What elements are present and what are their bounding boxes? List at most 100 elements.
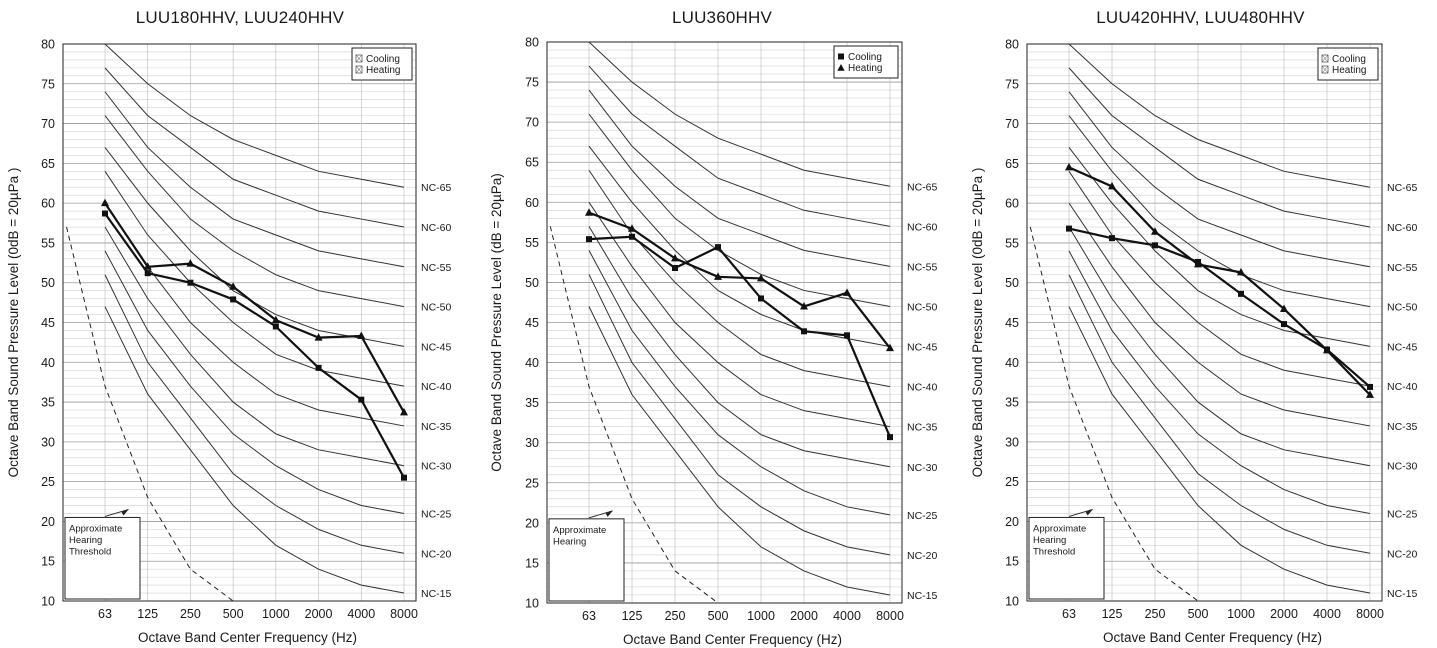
nc-curve [1068, 274, 1371, 554]
annotation-box [64, 516, 141, 600]
annotation-text: Hearing [69, 535, 102, 546]
point-heating [271, 315, 280, 324]
nc-curve [588, 145, 891, 348]
legend-label: Heating [848, 63, 882, 74]
point-heating [357, 331, 366, 340]
y-tick-label: 25 [525, 476, 539, 490]
nc-curves [588, 42, 891, 596]
x-tick-label: 2000 [305, 607, 333, 621]
x-tick-label: 500 [223, 607, 244, 621]
series-line-heating [104, 202, 405, 413]
annotation-text: Approximate [1033, 523, 1086, 534]
point-cooling [1066, 225, 1072, 232]
annotation-text: Threshold [1033, 546, 1075, 557]
point-heating [671, 253, 679, 262]
x-axis-label: Octave Band Center Frequency (Hz) [1103, 630, 1322, 645]
annotation-box [548, 518, 625, 602]
y-tick-label: 20 [41, 515, 55, 529]
nc-curve-label: NC-20 [421, 548, 452, 560]
nc-curve [104, 67, 405, 228]
point-cooling [672, 265, 678, 272]
point-cooling [1367, 383, 1373, 390]
legend-marker-glyph [355, 54, 363, 63]
nc-curve [104, 226, 405, 467]
point-heating [1151, 227, 1159, 235]
nc-curves [104, 44, 405, 594]
nc-curve-label: NC-45 [1387, 341, 1418, 353]
nc-curve-label: NC-55 [1387, 262, 1418, 274]
y-tick-label: 40 [1005, 356, 1019, 370]
y-tick-label: 50 [1005, 276, 1019, 290]
y-tick-label: 20 [525, 516, 539, 530]
y-tick-label: 20 [1005, 515, 1019, 529]
y-tick-label: 40 [41, 356, 55, 370]
arrow-head [605, 510, 613, 517]
nc-curve-label: NC-25 [907, 510, 938, 522]
legend-label: Cooling [366, 54, 400, 65]
nc-curve-label: NC-35 [421, 421, 452, 433]
nc-curve-label: NC-20 [1387, 548, 1418, 560]
point-cooling [715, 244, 721, 251]
y-tick-label: 30 [1005, 435, 1019, 449]
x-tick-label: 2000 [1270, 607, 1298, 621]
x-tick-label: 63 [582, 609, 596, 623]
legend-label: Cooling [1332, 54, 1366, 65]
nc-curve [104, 115, 405, 308]
y-tick-label: 75 [41, 77, 55, 91]
y-axis-label: Octave Band Sound Pressure Level (0dB = … [970, 168, 985, 478]
nc-curve [588, 274, 891, 556]
y-tick-label: 35 [41, 396, 55, 410]
y-tick-label: 60 [1005, 197, 1019, 211]
nc-curve-label: NC-25 [421, 508, 452, 520]
chart-svg: NC-65 NC-60 NC-55 NC-50 NC-45 NC-40 NC-35 NC-30… [6, 38, 452, 646]
x-axis-label: Octave Band Center Frequency (Hz) [623, 632, 842, 647]
point-cooling [1152, 242, 1158, 249]
point-heating [314, 333, 323, 341]
plot-frame [546, 41, 903, 604]
nc-curve [104, 147, 405, 347]
x-tick-label: 2000 [790, 609, 818, 623]
nc-curve [588, 42, 891, 187]
nc-curve [1068, 67, 1371, 228]
annotation-text: Approximate [69, 523, 122, 534]
x-tick-label: 63 [1062, 607, 1076, 621]
series-line-cooling [104, 212, 405, 479]
point-heating [1065, 162, 1073, 171]
nc-curve-label: NC-25 [1387, 508, 1418, 520]
x-tick-label: 250 [665, 609, 686, 623]
nc-curve-label: NC-65 [421, 182, 452, 194]
legend-box [351, 47, 413, 81]
chart-title: LUU180HHV, LUU240HHV [135, 8, 345, 27]
point-cooling [844, 332, 850, 339]
hearing-threshold-curve [1029, 226, 1199, 601]
x-tick-label: 500 [1188, 607, 1209, 621]
y-tick-label: 15 [41, 555, 55, 569]
nc-curve-label: NC-40 [1387, 381, 1418, 393]
nc-curve [104, 171, 405, 387]
nc-curve-label: NC-35 [907, 422, 938, 434]
nc-curve-label: NC-50 [421, 302, 452, 314]
nc-curve [104, 202, 405, 427]
x-tick-label: 1000 [1227, 607, 1255, 621]
legend-marker-glyph [355, 65, 363, 74]
point-heating [886, 343, 894, 352]
nc-curve [588, 202, 891, 428]
grid-major [1027, 83, 1382, 562]
nc-curve [588, 250, 891, 516]
nc-curve [1068, 226, 1371, 467]
annotation-arrow [1068, 509, 1093, 517]
x-tick-label: 125 [137, 607, 158, 621]
nc-curve [104, 44, 405, 188]
point-cooling [401, 474, 407, 481]
legend-label: Heating [1332, 65, 1366, 76]
point-cooling [1281, 321, 1287, 328]
annotation-arrow [588, 510, 613, 519]
point-heating [101, 198, 109, 207]
legend-marker-glyph [1321, 65, 1329, 74]
legend-marker [837, 64, 845, 71]
nc-curve [588, 89, 891, 267]
point-heating [1237, 267, 1245, 276]
grid-major [547, 81, 902, 564]
nc-curve-label: NC-30 [907, 462, 938, 474]
nc-curve-label: NC-50 [1387, 302, 1418, 314]
